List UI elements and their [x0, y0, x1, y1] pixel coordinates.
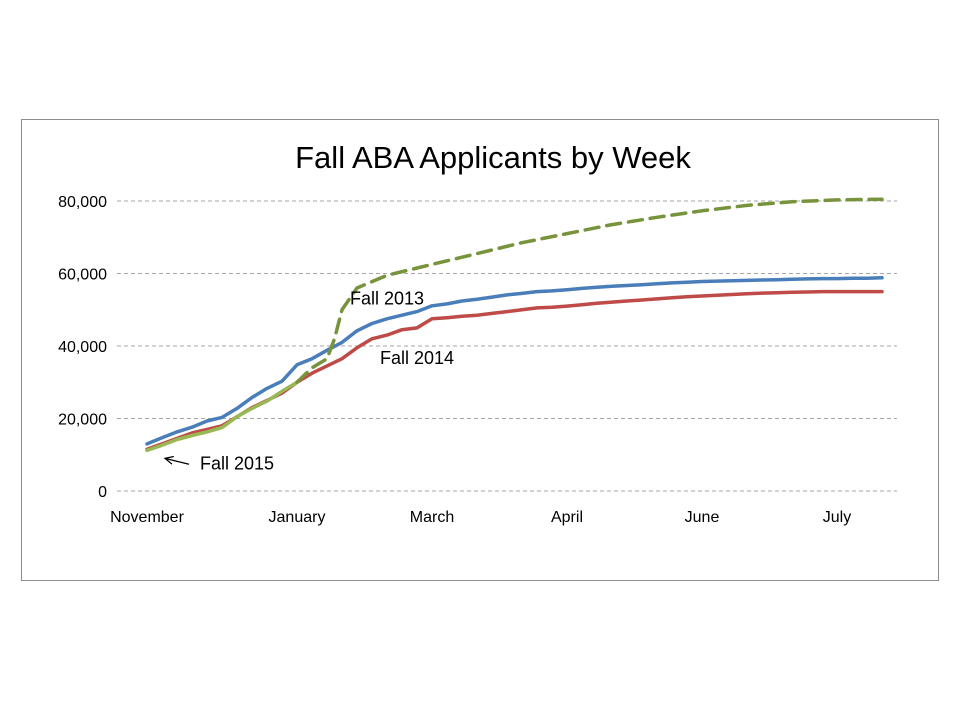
- chart-title: Fall ABA Applicants by Week: [295, 140, 691, 175]
- annotation-label: Fall 2015: [200, 453, 274, 473]
- annotation-arrow: [164, 457, 190, 465]
- y-tick-label: 60,000: [58, 267, 107, 284]
- series-line-fall-2014: [145, 289, 884, 452]
- x-axis-ticks: November January March April June July: [110, 509, 851, 526]
- x-tick-label: November: [110, 509, 184, 526]
- y-axis-ticks: 0 20,000 40,000 60,000 80,000: [58, 194, 107, 501]
- x-tick-label: April: [551, 509, 583, 526]
- series-line-fall-2015-projection: [295, 197, 884, 385]
- line-chart: Fall ABA Applicants by Week 0 20,000 40,00…: [58, 140, 897, 526]
- y-tick-label: 40,000: [58, 339, 107, 356]
- gridlines: [117, 200, 897, 492]
- annotation-arrowhead: [163, 455, 174, 465]
- annotation-label: Fall 2014: [380, 348, 454, 368]
- chart-frame: Fall ABA Applicants by Week 0 20,000 40,00…: [21, 119, 939, 581]
- annotation-label: Fall 2013: [350, 288, 424, 308]
- series-line-fall-2015: [145, 380, 299, 453]
- y-tick-label: 80,000: [58, 194, 107, 211]
- series-lines: [145, 197, 884, 453]
- annotations: Fall 2013 Fall 2014 Fall 2015: [163, 288, 454, 473]
- y-tick-label: 20,000: [58, 412, 107, 429]
- series-line-fall-2013: [145, 276, 884, 446]
- x-tick-label: June: [685, 509, 720, 526]
- x-tick-label: March: [410, 509, 454, 526]
- x-tick-label: January: [269, 509, 326, 526]
- x-tick-label: July: [823, 509, 851, 526]
- y-tick-label: 0: [98, 484, 107, 501]
